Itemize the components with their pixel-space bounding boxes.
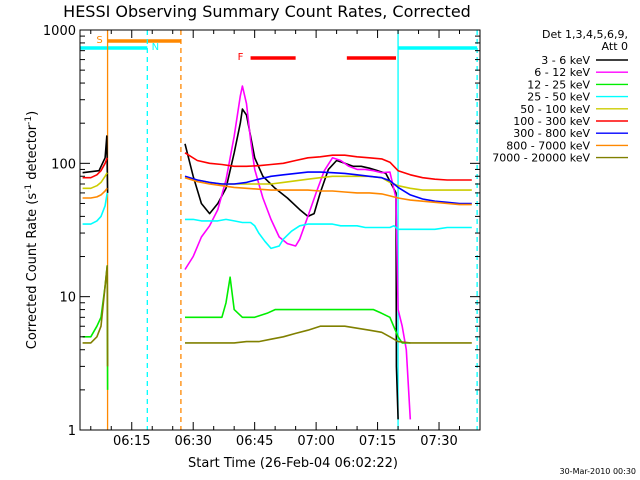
legend-label: 25 - 50 keV [527,91,590,104]
legend-label: 6 - 12 keV [534,66,590,79]
plot-area: S N F [79,29,481,431]
x-axis-label: Start Time (26-Feb-04 06:02:22) [188,456,398,471]
legend-label: 7000 - 20000 keV [492,152,590,165]
y-tick-label: 1 [68,424,76,439]
legend-label: 100 - 300 keV [513,115,590,128]
annotation-label: N [152,42,159,53]
x-tick-label: 06:30 [174,434,211,449]
x-tick-label: 06:15 [113,434,150,449]
series-layer [82,85,472,420]
x-tick-label: 07:30 [420,434,457,449]
series-line [82,265,472,367]
legend-label: 50 - 100 keV [520,103,590,116]
plot-frame [79,29,481,431]
series-line [184,171,472,205]
series-line [82,108,399,420]
series-line [82,192,472,250]
annotation-label: F [238,52,244,63]
y-tick-label: 1000 [43,24,76,39]
chart-title: HESSI Observing Summary Count Rates, Cor… [63,2,471,21]
series-line [184,85,412,420]
y-axis-label-part: ) [25,111,40,116]
series-line [82,265,411,390]
y-axis-label-part: -1 [24,184,34,193]
y-axis-label-part: detector [25,124,40,184]
legend-label: 3 - 6 keV [541,54,590,67]
series-line [82,176,472,206]
y-tick-label: 100 [51,157,76,172]
y-axis-label-part: -1 [24,116,34,125]
legend-label: 300 - 800 keV [513,127,590,140]
y-tick-label: 10 [59,291,76,306]
legend-label: 800 - 7000 keV [506,139,590,152]
legend-label: 12 - 25 keV [527,78,590,91]
annotation-label: S [96,35,102,46]
x-axis-ticks: 06:15 06:30 06:45 07:00 07:15 07:30 [90,30,461,449]
y-axis-ticks: 1 10 100 1000 [43,24,480,439]
legend-header-line-1: Det 1,3,4,5,6,9, [542,28,628,41]
legend-header-line-2: Att 0 [602,40,628,53]
annotation-layer: S N F [80,30,478,430]
x-tick-label: 07:15 [359,434,396,449]
footer-date: 30-Mar-2010 00:30 [560,467,637,476]
x-tick-label: 07:00 [297,434,334,449]
y-axis-label: Corrected Count Rate (s-1 detector-1) [24,111,40,349]
x-tick-label: 06:45 [236,434,273,449]
series-line [82,152,472,181]
y-axis-label-part: Corrected Count Rate (s [25,193,40,350]
